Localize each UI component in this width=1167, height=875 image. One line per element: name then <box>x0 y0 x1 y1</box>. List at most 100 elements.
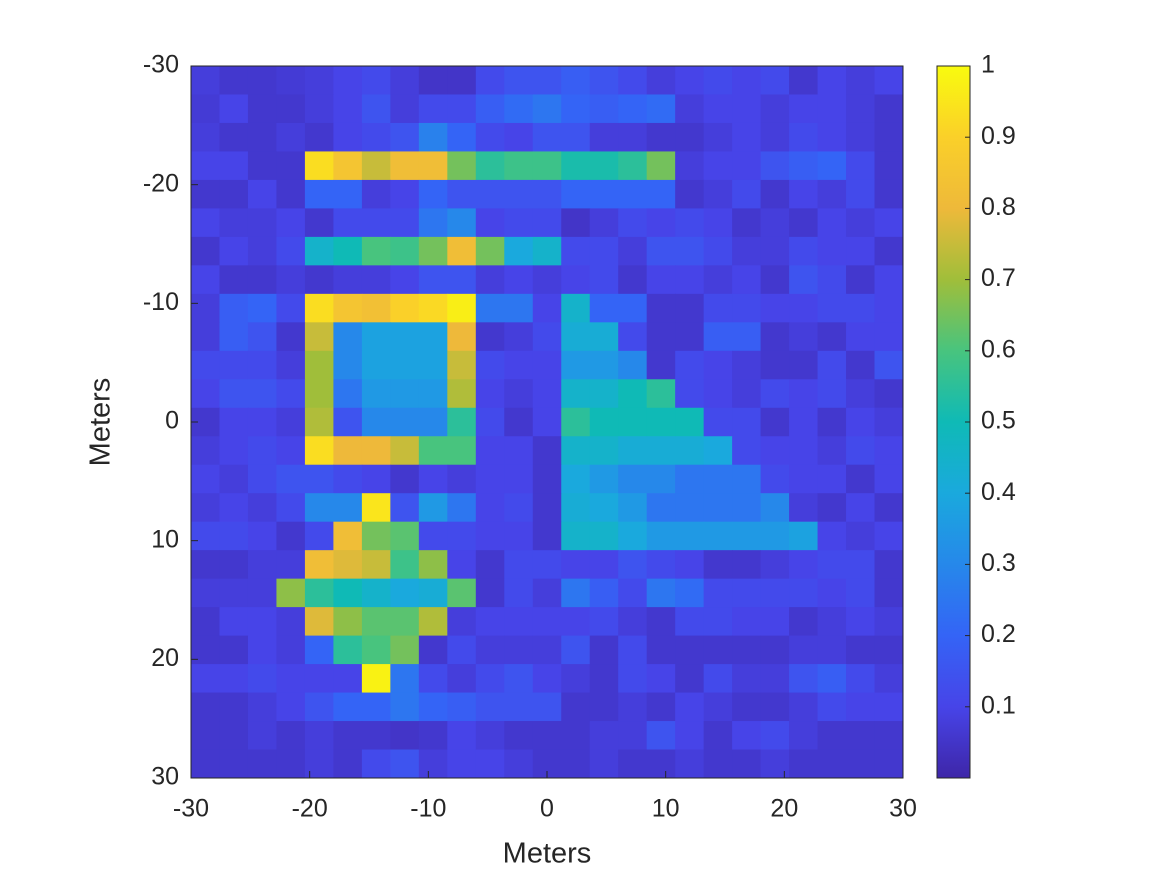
heatmap-cell <box>561 521 591 551</box>
heatmap-cell <box>589 521 619 551</box>
heatmap-cell <box>561 66 591 95</box>
heatmap-cell <box>504 664 534 694</box>
heatmap-cell <box>675 322 705 352</box>
heatmap-cell <box>304 94 334 124</box>
heatmap-cell <box>817 265 847 295</box>
heatmap-cell <box>846 721 876 751</box>
heatmap-cell <box>219 607 249 637</box>
heatmap-cell <box>618 407 648 437</box>
heatmap-cell <box>675 692 705 722</box>
heatmap-cell <box>760 692 790 722</box>
heatmap-cell <box>304 379 334 409</box>
heatmap-cell <box>390 379 420 409</box>
heatmap-cell <box>447 407 477 437</box>
heatmap-cell <box>390 151 420 181</box>
heatmap-cell <box>191 607 220 637</box>
heatmap-cell <box>247 407 277 437</box>
heatmap-cell <box>247 322 277 352</box>
heatmap-cell <box>447 692 477 722</box>
heatmap-cell <box>760 66 790 95</box>
heatmap-cell <box>817 122 847 152</box>
heatmap-cell <box>418 379 448 409</box>
heatmap-cell <box>817 293 847 323</box>
heatmap-cell <box>732 322 762 352</box>
heatmap-cell <box>589 66 619 95</box>
heatmap-cell <box>789 721 819 751</box>
heatmap-cell <box>874 151 904 181</box>
heatmap-cell <box>333 293 363 323</box>
heatmap-cell <box>247 607 277 637</box>
heatmap-cell <box>418 122 448 152</box>
heatmap-cell <box>846 350 876 380</box>
heatmap-cell <box>618 94 648 124</box>
heatmap-cell <box>390 407 420 437</box>
heatmap-cell <box>304 607 334 637</box>
heatmap-cell <box>191 464 220 494</box>
heatmap-cell <box>703 236 733 266</box>
heatmap-cell <box>874 322 904 352</box>
heatmap-cell <box>191 664 220 694</box>
heatmap-cell <box>361 721 391 751</box>
heatmap-cell <box>874 94 904 124</box>
heatmap-cell <box>361 493 391 523</box>
colorbar-tick-label: 1 <box>981 51 995 79</box>
heatmap-cell <box>304 550 334 580</box>
heatmap-cell <box>760 749 790 779</box>
heatmap-cell <box>703 350 733 380</box>
heatmap-cell <box>447 464 477 494</box>
heatmap-cell <box>703 94 733 124</box>
heatmap-cell <box>304 721 334 751</box>
heatmap-cell <box>874 236 904 266</box>
heatmap-cell <box>618 493 648 523</box>
heatmap-cell <box>646 208 676 238</box>
heatmap-cell <box>732 208 762 238</box>
heatmap-cell <box>333 179 363 209</box>
heatmap-cell <box>874 664 904 694</box>
heatmap-cell <box>760 122 790 152</box>
heatmap-cell <box>874 521 904 551</box>
heatmap-cell <box>589 265 619 295</box>
heatmap-cell <box>276 350 306 380</box>
heatmap-cell <box>504 521 534 551</box>
heatmap-cell <box>191 521 220 551</box>
heatmap-cell <box>361 436 391 466</box>
heatmap-cell <box>789 607 819 637</box>
heatmap-cell <box>846 407 876 437</box>
heatmap-cell <box>333 749 363 779</box>
heatmap-cell <box>219 208 249 238</box>
heatmap-cell <box>646 293 676 323</box>
heatmap-cell <box>874 265 904 295</box>
heatmap-cell <box>561 322 591 352</box>
heatmap-cell <box>447 322 477 352</box>
heatmap-cell <box>589 550 619 580</box>
heatmap-cell <box>532 122 562 152</box>
heatmap-cell <box>846 493 876 523</box>
heatmap-cell <box>304 692 334 722</box>
heatmap-cell <box>333 464 363 494</box>
heatmap-cell <box>789 94 819 124</box>
heatmap-cell <box>817 607 847 637</box>
heatmap-cell <box>760 94 790 124</box>
heatmap-cell <box>504 578 534 608</box>
heatmap-cell <box>675 664 705 694</box>
heatmap-cell <box>646 436 676 466</box>
heatmap-cell <box>247 493 277 523</box>
heatmap-cell <box>475 151 505 181</box>
heatmap-cell <box>817 179 847 209</box>
heatmap-cell <box>447 350 477 380</box>
heatmap-cell <box>447 721 477 751</box>
heatmap-cell <box>789 521 819 551</box>
heatmap-cell <box>247 293 277 323</box>
heatmap-cell <box>304 436 334 466</box>
heatmap-cell <box>789 550 819 580</box>
heatmap-cell <box>589 122 619 152</box>
heatmap-cell <box>390 493 420 523</box>
heatmap-cell <box>333 236 363 266</box>
heatmap-cell <box>247 436 277 466</box>
heatmap-cell <box>646 350 676 380</box>
heatmap-cell <box>618 749 648 779</box>
heatmap-cell <box>447 66 477 95</box>
heatmap-cell <box>618 607 648 637</box>
heatmap-cell <box>418 664 448 694</box>
heatmap-cell <box>247 179 277 209</box>
